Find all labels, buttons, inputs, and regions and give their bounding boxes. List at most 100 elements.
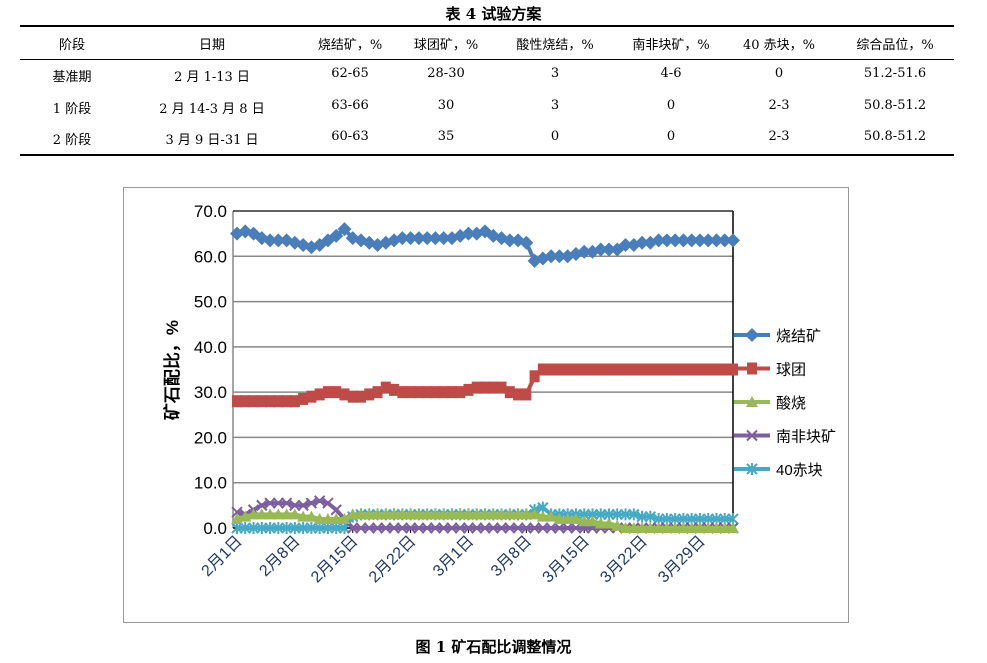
data-point	[403, 231, 418, 246]
table-cell: 0	[550, 129, 560, 144]
data-point	[272, 497, 285, 509]
y-tick-label: 20.0	[194, 428, 227, 447]
data-point	[445, 508, 458, 520]
data-point	[337, 222, 352, 237]
data-point	[479, 522, 491, 534]
data-point	[652, 522, 665, 533]
data-point	[552, 249, 567, 264]
legend-marker	[747, 362, 757, 375]
data-point	[488, 381, 499, 394]
data-point	[653, 363, 664, 376]
data-point	[620, 363, 631, 376]
data-point	[397, 386, 408, 399]
data-point	[701, 233, 716, 248]
data-point	[594, 517, 607, 529]
data-point	[305, 497, 318, 509]
data-point	[372, 386, 383, 399]
data-point	[595, 363, 606, 376]
y-tick-label: 60.0	[194, 247, 227, 266]
x-tick-label: 2月8日	[256, 533, 303, 580]
data-point	[264, 497, 276, 509]
y-tick-label: 10.0	[194, 474, 227, 493]
data-point	[503, 508, 516, 520]
data-point	[412, 508, 425, 520]
data-point	[578, 515, 591, 527]
data-point	[546, 363, 557, 376]
data-point	[487, 508, 500, 520]
data-point	[454, 508, 467, 520]
data-point	[338, 512, 351, 524]
table-cell: 0	[666, 98, 676, 113]
data-point	[265, 395, 276, 408]
data-point	[231, 506, 243, 518]
data-point	[537, 363, 548, 376]
data-point	[544, 249, 559, 264]
table-cell: 62-65	[331, 66, 369, 81]
data-point	[686, 363, 697, 376]
data-point	[289, 522, 301, 534]
data-point	[281, 395, 292, 408]
data-point	[297, 522, 309, 534]
data-point	[678, 363, 689, 376]
data-point	[321, 512, 334, 524]
data-point	[329, 228, 344, 243]
data-point	[504, 522, 516, 534]
data-point	[298, 392, 309, 405]
data-point	[727, 522, 739, 533]
data-point	[289, 395, 300, 408]
data-point	[280, 522, 293, 534]
data-point	[356, 390, 366, 403]
data-point	[668, 233, 683, 248]
table-cell: 30	[437, 98, 455, 113]
data-point	[232, 395, 242, 408]
data-point	[703, 363, 714, 376]
data-point	[346, 508, 359, 520]
legend-label: 烧结矿	[776, 328, 821, 345]
table-cell: 0	[774, 66, 784, 81]
legend-label: 40赤块	[776, 462, 823, 479]
data-point	[645, 363, 656, 376]
data-point	[519, 235, 534, 250]
data-point	[404, 508, 417, 520]
data-point	[528, 522, 541, 534]
table-cell: 2-3	[768, 129, 790, 144]
data-point	[502, 233, 517, 248]
data-point	[529, 370, 540, 383]
data-point	[644, 522, 657, 533]
data-point	[271, 233, 286, 248]
data-point	[512, 508, 525, 520]
data-point	[305, 522, 318, 534]
table-cell: 2 月 1-13 日	[174, 70, 250, 85]
figure-caption: 图 1 矿石配比调整情况	[415, 638, 572, 656]
data-point	[313, 522, 326, 534]
data-point	[411, 231, 426, 246]
legend-marker	[746, 463, 758, 475]
table-cell: 60-63	[331, 129, 369, 144]
data-point	[528, 508, 541, 520]
data-point	[322, 386, 333, 399]
table-header-cell: 南非块矿，%	[632, 38, 710, 53]
x-tick-label: 3月22日	[597, 533, 651, 587]
data-point	[660, 522, 673, 533]
data-point	[437, 522, 450, 534]
data-point	[364, 388, 375, 401]
data-point	[471, 381, 482, 394]
data-point	[264, 522, 276, 534]
data-point	[462, 522, 475, 534]
data-point	[717, 233, 732, 248]
legend-label: 南非块矿	[776, 429, 836, 446]
data-point	[272, 522, 285, 534]
x-tick-label: 2月1日	[199, 533, 246, 580]
y-tick-label: 40.0	[194, 338, 227, 357]
legend-label: 球团	[776, 362, 806, 379]
table-title: 表 4 试验方案	[445, 5, 542, 23]
data-point	[429, 508, 442, 520]
data-point	[569, 512, 582, 524]
data-point	[587, 363, 598, 376]
table-cell: 1 阶段	[52, 102, 92, 117]
data-point	[314, 388, 325, 401]
data-point	[676, 233, 691, 248]
x-tick-label: 3月1日	[430, 533, 477, 580]
table-header-cell: 日期	[198, 38, 226, 53]
